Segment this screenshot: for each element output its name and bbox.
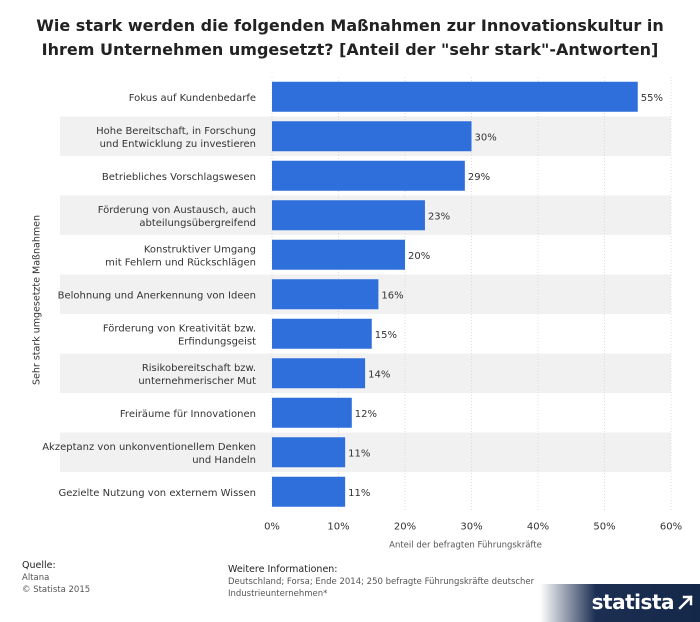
brand-name: statista — [591, 590, 675, 614]
x-tick-label: 60% — [660, 522, 682, 533]
info-line-1: Deutschland; Forsa; Ende 2014; 250 befra… — [228, 577, 535, 587]
value-label: 15% — [375, 330, 397, 341]
source-heading: Quelle: — [22, 560, 56, 571]
source-line-2: © Statista 2015 — [22, 585, 91, 595]
x-tick-label: 0% — [264, 522, 280, 533]
statista-logo[interactable]: statista — [540, 584, 700, 622]
x-tick-label: 40% — [527, 522, 549, 533]
value-label: 29% — [468, 172, 490, 183]
info-block: Weitere Informationen: Deutschland; Fors… — [228, 564, 534, 600]
row-stripe — [60, 353, 671, 393]
bar — [272, 81, 638, 112]
value-label: 11% — [348, 448, 370, 459]
x-tick-label: 50% — [593, 522, 615, 533]
category-label: Konstruktiver Umgang mit Fehlern und Rück… — [105, 244, 256, 268]
category-label: Risikobereitschaft bzw. unternehmerischer… — [138, 363, 256, 387]
bar — [272, 397, 352, 428]
bar — [272, 437, 346, 468]
x-tick-label: 20% — [394, 522, 416, 533]
category-label: Belohnung und Anerkennung von Ideen — [58, 290, 256, 301]
category-label: Förderung von Kreativität bzw. Erfindungs… — [103, 323, 256, 347]
x-tick-label: 10% — [327, 522, 349, 533]
bar-chart: 0% 10% 20% 30% 40% 50% 60% Anteil der befragten… — [42, 77, 682, 551]
value-label: 20% — [408, 251, 430, 262]
bar — [272, 279, 379, 310]
row-stripe — [60, 432, 671, 472]
category-label: Freiräume für Innovationen — [120, 409, 256, 420]
bar — [272, 160, 465, 191]
category-label: Gezielte Nutzung von externem Wissen — [58, 488, 256, 499]
source-block: Quelle: Altana © Statista 2015 — [22, 560, 90, 596]
x-axis-label: Anteil der befragten Führungskräfte — [389, 541, 542, 551]
chart-title: Wie stark werden die folgenden Maßnahmen… — [36, 16, 664, 59]
source-line-1: Altana — [22, 573, 50, 583]
value-label: 12% — [355, 409, 377, 420]
category-label: Betriebliches Vorschlagswesen — [102, 172, 256, 183]
bar — [272, 318, 372, 349]
statista-arrow-icon — [678, 595, 693, 610]
info-heading: Weitere Informationen: — [228, 564, 338, 575]
value-label: 11% — [348, 488, 370, 499]
value-label: 16% — [381, 290, 403, 301]
bar — [272, 121, 472, 152]
category-label: Hohe Bereitschaft, in Forschung und Entwi… — [96, 126, 256, 150]
bar — [272, 476, 346, 507]
value-label: 55% — [641, 93, 663, 104]
category-label: Akzeptanz von unkonventionellem Denken un… — [42, 442, 256, 466]
bar — [272, 200, 425, 231]
x-tick-label: 30% — [460, 522, 482, 533]
bar — [272, 358, 366, 389]
value-label: 30% — [475, 132, 497, 143]
info-line-2: Industrieunternehmen* — [228, 589, 328, 599]
value-label: 14% — [368, 369, 390, 380]
category-label: Fokus auf Kundenbedarfe — [129, 93, 256, 104]
bar — [272, 239, 405, 270]
value-label: 23% — [428, 211, 450, 222]
category-label: Förderung von Austausch, auch abteilungsü… — [98, 205, 256, 229]
